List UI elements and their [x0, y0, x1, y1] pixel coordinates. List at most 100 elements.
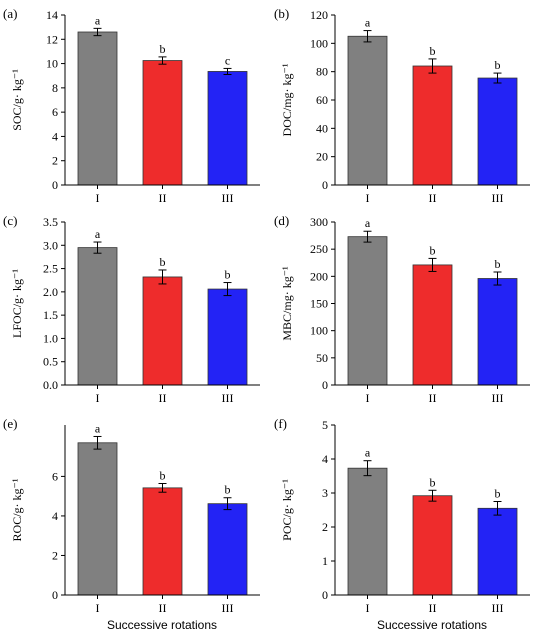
- y-tick-label: 100: [310, 36, 328, 50]
- y-tick-label: 250: [310, 242, 328, 256]
- y-tick-label: 120: [310, 8, 328, 22]
- bar-II: [142, 487, 183, 596]
- bar-I: [77, 442, 118, 596]
- y-axis-label: ROC/g· kg⁻¹: [10, 478, 24, 541]
- y-tick-label: 0: [52, 588, 58, 602]
- significance-letter: b: [430, 243, 436, 257]
- y-axis-label: SOC/g· kg⁻¹: [10, 69, 24, 131]
- y-tick-label: 0.0: [43, 378, 58, 392]
- significance-letter: b: [495, 257, 501, 271]
- bar-I: [77, 247, 118, 386]
- chart-panel-6: (f) POC/g· kg⁻¹ 0 1 2 3 4 5 a Ib II b III: [274, 416, 530, 615]
- x-tick-label: I: [366, 391, 370, 405]
- y-tick-label: 10: [46, 57, 58, 71]
- y-tick-label: 0: [322, 178, 328, 192]
- significance-letter: a: [365, 446, 371, 460]
- y-tick-label: 12: [46, 32, 58, 46]
- y-tick-label: 40: [316, 121, 328, 135]
- x-tick-label: III: [222, 391, 234, 405]
- bar-I: [347, 35, 388, 186]
- y-tick-label: 2: [322, 520, 328, 534]
- bar-II: [412, 65, 453, 186]
- x-tick-label: II: [159, 391, 167, 405]
- y-tick-label: 1.5: [43, 308, 58, 322]
- y-tick-label: 3.5: [43, 215, 58, 229]
- significance-letter: a: [95, 13, 101, 27]
- significance-letter: b: [430, 44, 436, 58]
- y-tick-label: 100: [310, 324, 328, 338]
- chart-panel-2: (b) DOC/mg· kg⁻¹ 0 20 40 60 80 100 120 a Ib II b III: [274, 6, 530, 205]
- significance-letter: b: [495, 487, 501, 501]
- y-tick-label: 2: [52, 548, 58, 562]
- y-tick-label: 2: [52, 154, 58, 168]
- x-tick-label: I: [366, 601, 370, 615]
- x-axis-title-left: Successive rotations: [107, 618, 217, 632]
- y-tick-label: 60: [316, 93, 328, 107]
- significance-letter: c: [225, 53, 230, 67]
- bar-II: [142, 276, 183, 386]
- y-tick-label: 8: [52, 81, 58, 95]
- y-tick-label: 200: [310, 269, 328, 283]
- y-tick-label: 1: [322, 554, 328, 568]
- x-tick-label: II: [159, 601, 167, 615]
- x-tick-label: I: [96, 391, 100, 405]
- y-tick-label: 150: [310, 297, 328, 311]
- bar-I: [347, 467, 388, 596]
- y-tick-label: 50: [316, 351, 328, 365]
- significance-letter: a: [365, 216, 371, 230]
- x-tick-label: III: [222, 191, 234, 205]
- x-tick-label: III: [222, 601, 234, 615]
- significance-letter: b: [430, 475, 436, 489]
- significance-letter: a: [95, 421, 101, 435]
- panel-label: (e): [3, 416, 17, 431]
- y-tick-label: 4: [52, 509, 58, 523]
- x-tick-label: II: [429, 391, 437, 405]
- y-tick-label: 3.0: [43, 238, 58, 252]
- bar-II: [412, 264, 453, 386]
- x-tick-label: I: [366, 191, 370, 205]
- y-tick-label: 0: [322, 378, 328, 392]
- y-tick-label: 300: [310, 215, 328, 229]
- x-tick-label: III: [492, 601, 504, 615]
- chart-panel-1: (a) SOC/g· kg⁻¹ 0 2 4 6 8 10 12 14 a Ib II c III: [3, 6, 260, 205]
- panel-label: (a): [3, 6, 17, 21]
- bar-III: [207, 71, 248, 186]
- panel-label: (b): [274, 6, 289, 21]
- chart-panel-4: (d) MBC/mg· kg⁻¹ 0 50 100 150 200 250 300 a Ib II b I…: [274, 213, 530, 405]
- significance-letter: a: [365, 16, 371, 30]
- bar-III: [477, 507, 518, 596]
- bar-III: [477, 77, 518, 186]
- y-tick-label: 1.0: [43, 331, 58, 345]
- x-tick-label: I: [96, 191, 100, 205]
- significance-letter: b: [160, 42, 166, 56]
- y-tick-label: 4: [52, 129, 58, 143]
- significance-letter: b: [160, 255, 166, 269]
- x-tick-label: I: [96, 601, 100, 615]
- y-tick-label: 2.0: [43, 285, 58, 299]
- bar-III: [207, 503, 248, 596]
- y-tick-label: 4: [322, 452, 328, 466]
- significance-letter: b: [160, 469, 166, 483]
- panel-label: (f): [274, 416, 287, 431]
- bar-II: [142, 60, 183, 186]
- y-axis-label: LFOC/g· kg⁻¹: [10, 269, 24, 338]
- panel-label: (c): [3, 213, 17, 228]
- bar-I: [77, 31, 118, 186]
- y-tick-label: 0: [322, 588, 328, 602]
- bar-II: [412, 495, 453, 596]
- x-tick-label: III: [492, 191, 504, 205]
- significance-letter: b: [495, 58, 501, 72]
- y-tick-label: 6: [52, 469, 58, 483]
- y-axis-label: DOC/mg· kg⁻¹: [280, 63, 294, 136]
- y-tick-label: 0: [52, 178, 58, 192]
- x-tick-label: III: [492, 391, 504, 405]
- x-tick-label: II: [429, 191, 437, 205]
- x-tick-label: II: [159, 191, 167, 205]
- y-tick-label: 80: [316, 65, 328, 79]
- bar-III: [207, 288, 248, 386]
- y-tick-label: 6: [52, 105, 58, 119]
- bar-III: [477, 278, 518, 386]
- y-axis-label: MBC/mg· kg⁻¹: [280, 266, 294, 341]
